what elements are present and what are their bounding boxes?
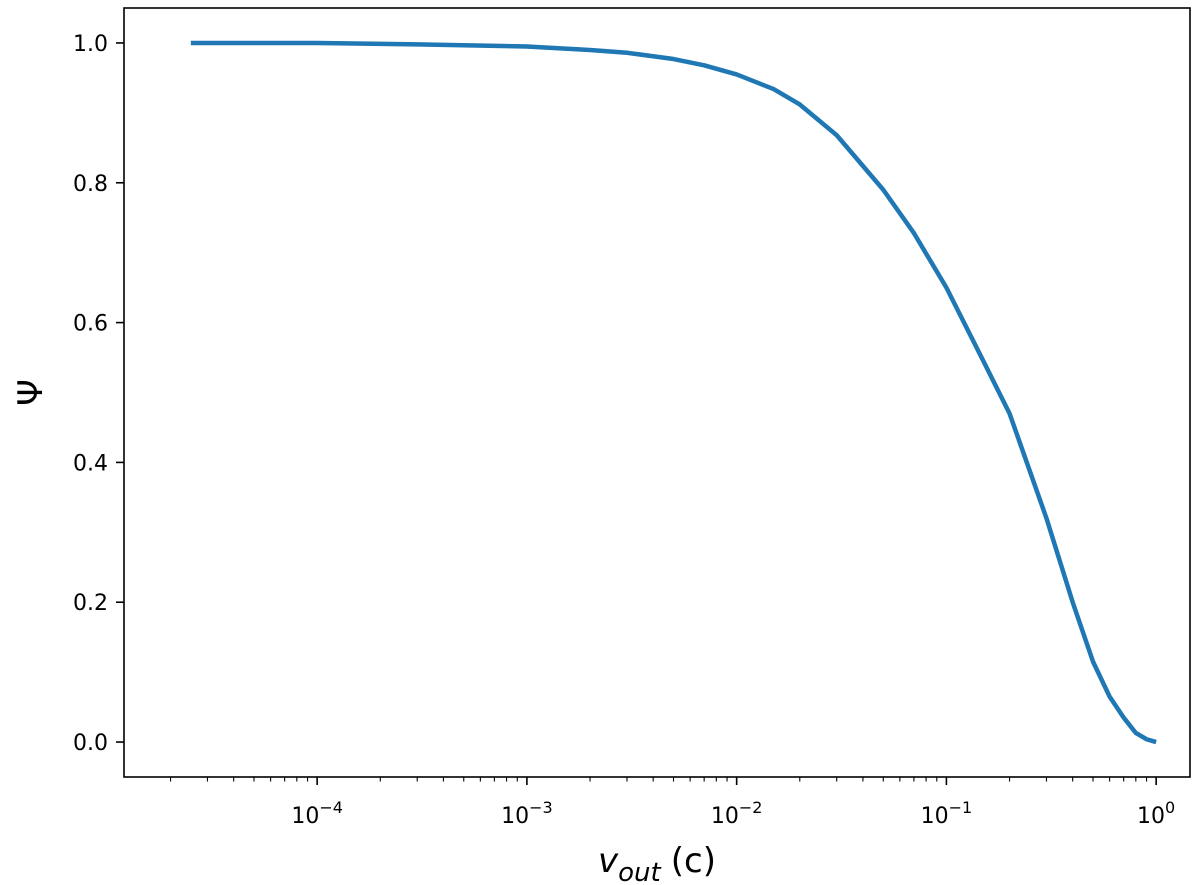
x-tick-label-base: 10 (1137, 804, 1165, 829)
x-tick-label: 10−4 (291, 798, 343, 829)
x-tick-label-exponent: −2 (739, 798, 763, 817)
y-tick-label: 1.0 (73, 32, 108, 57)
x-tick-label: 10−2 (711, 798, 763, 829)
y-tick-label: 0.4 (73, 451, 108, 476)
x-tick-label-base: 10 (501, 804, 529, 829)
x-tick-label-base: 10 (291, 804, 319, 829)
y-tick-label: 0.2 (73, 591, 108, 616)
x-axis-label-subscript: out (618, 858, 661, 885)
y-tick-label: 0.8 (73, 172, 108, 197)
y-axis-label: Ψ (11, 379, 51, 406)
x-tick-label: 10−1 (921, 798, 973, 829)
plot-frame (123, 7, 1191, 778)
x-tick-label-base: 10 (921, 804, 949, 829)
x-tick-label-base: 10 (711, 804, 739, 829)
x-tick-label-exponent: 0 (1165, 798, 1175, 817)
x-axis-label-main: v (598, 841, 619, 881)
series-line-1 (190, 40, 1157, 745)
y-tick-label: 0.6 (73, 312, 108, 337)
y-tick-label: 0.0 (73, 731, 108, 756)
x-tick-label-exponent: −3 (529, 798, 553, 817)
x-tick-label-exponent: −1 (949, 798, 973, 817)
series-layer (190, 40, 1157, 745)
x-axis-label-unit: (c) (671, 841, 716, 881)
x-tick-label: 10−3 (501, 798, 553, 829)
x-axis-label: vout (c) (598, 841, 716, 885)
x-tick-label-exponent: −4 (319, 798, 343, 817)
x-tick-label: 100 (1137, 798, 1175, 829)
